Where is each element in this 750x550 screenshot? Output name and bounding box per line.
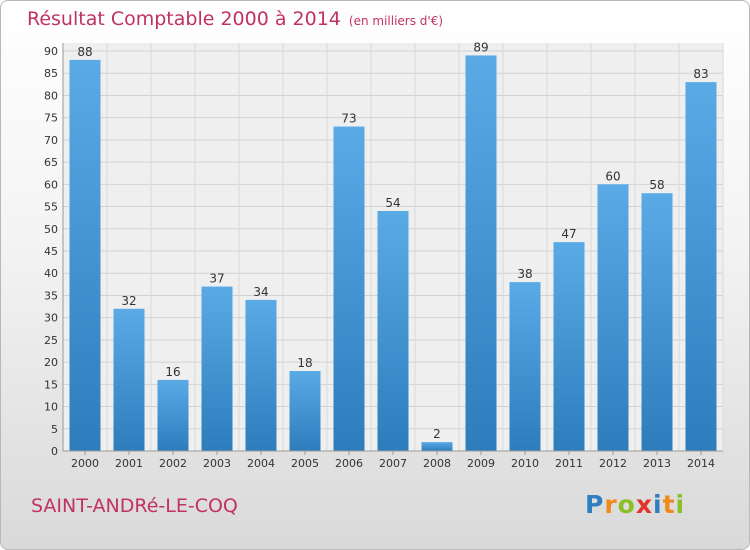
chart-title: Résultat Comptable 2000 à 2014 (en millie… [27, 8, 443, 30]
data-label: 32 [121, 294, 136, 308]
bar-2013 [641, 193, 673, 451]
data-label: 47 [561, 227, 576, 241]
y-tick-label: 15 [44, 378, 58, 391]
proxiti-logo: Proxiti [585, 490, 686, 519]
x-tick-label: 2009 [467, 457, 495, 470]
x-tick-label: 2011 [555, 457, 583, 470]
bar-2011 [553, 242, 585, 451]
x-tick-label: 2012 [599, 457, 627, 470]
x-tick-label: 2007 [379, 457, 407, 470]
y-tick-label: 90 [44, 45, 58, 58]
x-tick-label: 2008 [423, 457, 451, 470]
y-tick-label: 70 [44, 134, 58, 147]
y-tick-label: 35 [44, 289, 58, 302]
x-tick-label: 2002 [159, 457, 187, 470]
y-tick-label: 5 [51, 423, 58, 436]
x-tick-label: 2004 [247, 457, 275, 470]
commune-name: SAINT-ANDRé-LE-COQ [31, 495, 238, 517]
y-tick-label: 55 [44, 201, 58, 214]
x-tick-label: 2001 [115, 457, 143, 470]
y-tick-label: 75 [44, 112, 58, 125]
bar-2000 [69, 59, 101, 452]
x-tick-label: 2013 [643, 457, 671, 470]
y-tick-label: 60 [44, 178, 58, 191]
data-label: 2 [433, 427, 441, 441]
data-label: 89 [473, 40, 488, 54]
data-label: 37 [209, 272, 224, 286]
y-tick-label: 40 [44, 267, 58, 280]
x-tick-label: 2010 [511, 457, 539, 470]
bar-2012 [597, 184, 629, 452]
x-tick-label: 2006 [335, 457, 363, 470]
bar-2002 [157, 379, 189, 451]
data-label: 34 [253, 285, 268, 299]
data-label: 88 [77, 45, 92, 59]
y-tick-label: 50 [44, 223, 58, 236]
y-tick-label: 0 [51, 445, 58, 458]
y-tick-label: 65 [44, 156, 58, 169]
y-tick-label: 20 [44, 356, 58, 369]
x-tick-label: 2000 [71, 457, 99, 470]
data-label: 83 [693, 67, 708, 81]
chart-subtitle: (en milliers d'€) [348, 14, 444, 28]
bar-2003 [201, 286, 233, 451]
bar-2001 [113, 308, 145, 451]
bar-2009 [465, 55, 497, 451]
x-tick-label: 2005 [291, 457, 319, 470]
chart-title-text: Résultat Comptable 2000 à 2014 [27, 8, 341, 30]
x-tick-label: 2003 [203, 457, 231, 470]
data-label: 60 [605, 169, 620, 183]
x-tick-label: 2014 [687, 457, 715, 470]
data-label: 18 [297, 356, 312, 370]
bar-2004 [245, 299, 277, 451]
y-tick-label: 80 [44, 89, 58, 102]
data-label: 58 [649, 178, 664, 192]
data-label: 54 [385, 196, 400, 210]
y-tick-label: 25 [44, 334, 58, 347]
y-tick-label: 85 [44, 67, 58, 80]
bar-2014 [685, 82, 717, 451]
y-tick-label: 30 [44, 312, 58, 325]
y-tick-label: 45 [44, 245, 58, 258]
bar-2010 [509, 282, 541, 451]
data-label: 73 [341, 112, 356, 126]
bar-2007 [377, 211, 409, 451]
data-label: 16 [165, 365, 180, 379]
y-tick-label: 10 [44, 401, 58, 414]
bar-2005 [289, 371, 321, 451]
bar-2006 [333, 126, 365, 452]
data-label: 38 [517, 267, 532, 281]
bar-2008 [421, 442, 453, 451]
